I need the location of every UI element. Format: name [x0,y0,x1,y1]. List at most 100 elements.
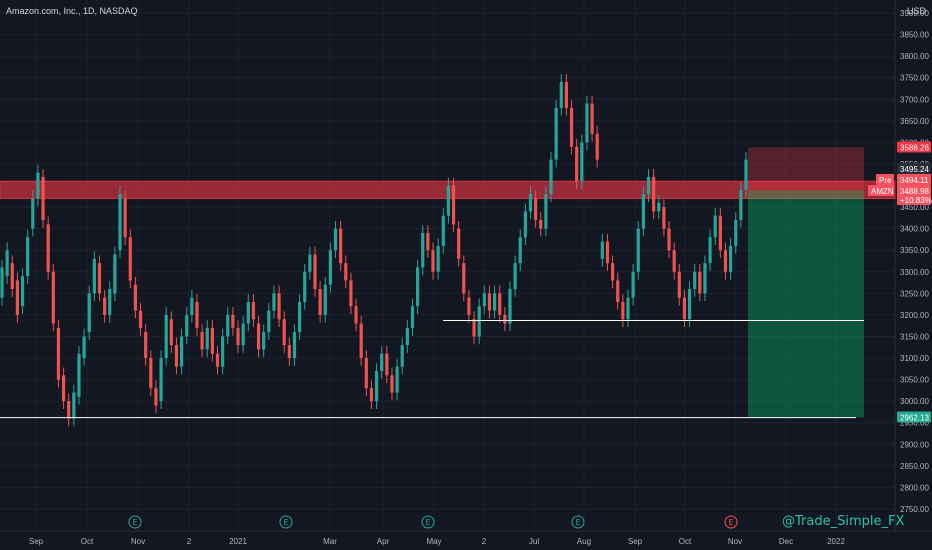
candle [631,264,635,306]
candle-body [698,271,702,294]
symbol-price-tag-bg [897,185,931,196]
candle-body [267,310,271,333]
candle-body [734,220,738,246]
chart-grid [0,0,932,532]
candle-body [641,194,645,229]
symbol-tag: AMZN [868,185,894,196]
candle [457,220,461,267]
target-price-tag: 2962.13 [897,411,931,423]
candle [133,276,138,319]
candle-body [426,232,430,251]
candle [210,320,214,362]
candle [482,285,486,315]
x-axis[interactable]: Sep Oct Nov 2 2021 Mar Apr May 2 Jul Aug Sep Oct Nov D… [29,537,846,546]
take-profit-zone [748,190,864,418]
symbol-price-tag: 3488.98 [897,185,931,196]
candle-body [364,358,368,389]
candle [672,242,676,280]
candle-body [385,353,389,376]
earnings-circle [128,515,142,529]
candle [508,281,512,332]
candle [256,315,261,358]
last-price-tag-bg [897,163,931,174]
candle [179,328,184,375]
candle [215,345,220,375]
candle-body [621,301,625,320]
candle-body [662,207,666,229]
candle [323,276,327,323]
y-tick-label: 3900.00 [900,9,929,18]
x-tick-label: Mar [323,537,337,546]
candle-body [431,250,435,272]
candle-body [92,258,96,294]
x-tick-label: Jul [529,537,539,546]
candle [267,302,271,340]
candle-body [313,254,317,290]
candle [518,229,522,271]
candle-body [682,297,687,320]
candle [534,190,538,228]
candle-body [687,289,692,320]
candle-body [61,375,66,402]
candle [5,242,9,284]
y-tick-label: 3800.00 [900,52,929,61]
candle-body [144,332,148,359]
x-tick-label: Sep [628,537,643,546]
candle-body [10,263,14,290]
candle [46,216,50,280]
candle [554,100,558,168]
candle [723,242,728,280]
candle [646,169,651,202]
candle [82,328,86,366]
candle [600,233,604,267]
candle [205,320,209,358]
candle [77,345,81,405]
candles-layer [0,74,748,427]
stop-price-tag: 3588.26 [897,141,931,153]
candle [605,233,610,271]
last-price-tag-text: 3495.24 [900,165,929,174]
candle [72,384,76,427]
candle [303,264,307,310]
candle-body [308,254,312,272]
candle-body [405,327,409,346]
candle [446,177,450,224]
candle-body [20,276,25,307]
earnings-marker: E [724,515,738,529]
candle-body [672,250,676,272]
candle-body [159,358,163,402]
candle-body [215,353,220,367]
candle-body [77,353,81,397]
candle [15,272,19,323]
earnings-circle [279,515,293,529]
candle-body [298,301,302,333]
candle [195,294,199,336]
x-tick-label: Aug [577,537,591,546]
candle-body [256,323,261,350]
candle [451,177,456,233]
candle-body [595,133,599,160]
y-axis[interactable]: 2750.00 2800.00 2850.00 2900.00 2950.00 3000.… [900,9,929,514]
pre-label-tag: Pre [876,174,894,185]
candle-body [487,293,492,311]
candle-body [108,289,112,315]
candle-body [174,345,179,367]
symbol-price-tag-text: 3488.98 [900,187,929,196]
candle-body [349,280,353,307]
candle [662,199,666,237]
candle-body [354,306,358,324]
y-tick-label: 2950.00 [900,419,929,428]
candle [693,264,697,297]
candle-body [292,332,297,359]
candle [713,207,717,246]
candle-body [482,293,486,307]
candle [138,302,143,336]
candle-body [287,345,291,359]
currency-label[interactable]: USD [906,6,926,16]
candle [621,294,625,327]
x-tick-label: 2 [482,537,487,546]
x-tick-label: 2022 [827,537,845,546]
candle-body [185,314,189,337]
candle-body [344,263,348,281]
